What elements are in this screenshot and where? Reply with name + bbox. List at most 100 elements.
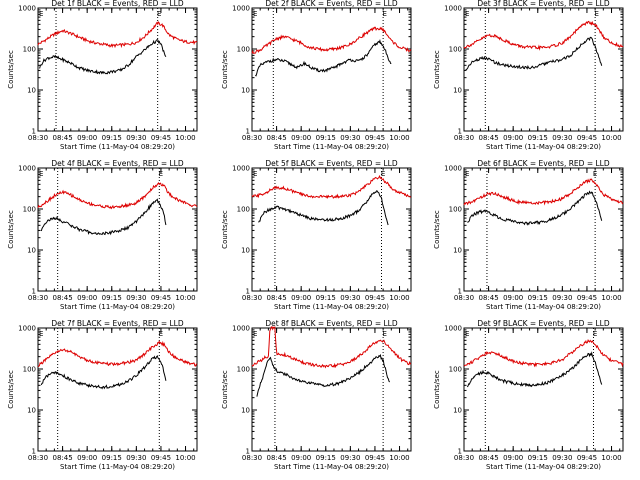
y-tick-label: 10	[241, 247, 250, 255]
y-tick-label: 1	[458, 128, 462, 136]
x-tick-label: 08:45	[478, 454, 498, 462]
y-tick-label: 100	[23, 366, 36, 374]
x-tick-label: 08:30	[454, 134, 474, 142]
event-marker: E	[159, 170, 163, 178]
plot-frame	[37, 327, 198, 452]
y-tick-label: 10	[241, 87, 250, 95]
y-tick-label: 1	[246, 448, 250, 456]
x-tick-label: 10:00	[175, 454, 195, 462]
chart-title: Det 7f BLACK = Events, RED = LLD	[51, 319, 184, 328]
x-axis-label: Start Time (11-May-04 08:29:20)	[274, 303, 389, 311]
chart-panel-7: Det 7f BLACK = Events, RED = LLD 1 10 100 10…	[7, 319, 198, 471]
x-tick-label: 08:30	[242, 294, 262, 302]
x-tick-label: 09:00	[503, 454, 523, 462]
event-marker: E	[593, 170, 597, 178]
x-tick-label: 09:15	[316, 134, 336, 142]
y-tick-label: 1	[458, 448, 462, 456]
x-tick-label: 08:30	[242, 454, 262, 462]
chart-title: Det 5f BLACK = Events, RED = LLD	[265, 159, 398, 168]
chart-panel-9: Det 9f BLACK = Events, RED = LLD 1 10 100 10…	[433, 319, 624, 471]
series-lld-line	[463, 339, 624, 368]
event-marker: E	[253, 330, 257, 338]
y-tick-label: 100	[449, 206, 462, 214]
series-events-line	[254, 39, 392, 77]
x-tick-label: 09:30	[552, 134, 572, 142]
chart-title: Det 6f BLACK = Events, RED = LLD	[477, 159, 610, 168]
x-tick-label: 10:00	[601, 454, 621, 462]
x-tick-label: 09:15	[528, 454, 548, 462]
x-tick-label: 09:00	[291, 454, 311, 462]
x-tick-label: 09:00	[503, 294, 523, 302]
x-tick-label: 09:15	[102, 294, 122, 302]
series-events-line	[465, 36, 603, 71]
chart-panel-3: Det 3f BLACK = Events, RED = LLD 1 10 100 10…	[433, 0, 624, 151]
series-events-line	[256, 353, 391, 397]
series-events-line	[466, 351, 603, 388]
x-tick-label: 08:30	[454, 454, 474, 462]
chart-panel-2: Det 2f BLACK = Events, RED = LLD 1 10 100 10…	[221, 0, 412, 151]
x-tick-label: 08:45	[52, 454, 72, 462]
x-tick-label: 09:30	[126, 294, 146, 302]
x-tick-label: 09:00	[291, 294, 311, 302]
event-marker: E	[465, 330, 469, 338]
event-marker: E	[157, 10, 161, 18]
chart-panel-1: Det 1f BLACK = Events, RED = LLD 1 10 100 10…	[7, 0, 198, 151]
x-tick-label: 09:45	[365, 454, 385, 462]
event-marker: E	[253, 10, 257, 18]
x-tick-label: 09:30	[552, 294, 572, 302]
x-tick-label: 09:15	[528, 134, 548, 142]
y-tick-label: 1	[246, 288, 250, 296]
x-tick-label: 08:45	[266, 134, 286, 142]
y-axis-label: Counts/sec	[7, 370, 15, 409]
y-tick-label: 1000	[18, 325, 36, 333]
y-tick-label: 100	[449, 46, 462, 54]
y-tick-label: 1000	[18, 5, 36, 13]
x-tick-label: 09:45	[577, 134, 597, 142]
y-tick-label: 10	[27, 247, 36, 255]
x-tick-label: 08:30	[28, 294, 48, 302]
series-lld-line	[463, 20, 624, 51]
plot-frame	[251, 327, 412, 452]
plot-frame	[251, 167, 412, 292]
y-tick-label: 100	[237, 206, 250, 214]
y-tick-label: 1	[32, 128, 36, 136]
event-marker: E	[159, 330, 163, 338]
event-marker: E	[382, 10, 386, 18]
x-tick-label: 08:30	[28, 454, 48, 462]
x-tick-label: 09:15	[316, 454, 336, 462]
x-tick-label: 08:45	[52, 294, 72, 302]
plot-frame	[251, 7, 412, 132]
x-tick-label: 09:00	[77, 134, 97, 142]
series-lld-line	[251, 26, 412, 55]
series-events-line	[39, 38, 167, 75]
x-tick-label: 10:00	[601, 134, 621, 142]
chart-panel-5: Det 5f BLACK = Events, RED = LLD 1 10 100 10…	[221, 159, 412, 311]
x-tick-label: 09:45	[151, 134, 171, 142]
plot-frame	[37, 167, 198, 292]
x-tick-label: 09:15	[102, 134, 122, 142]
x-axis-label: Start Time (11-May-04 08:29:20)	[60, 143, 175, 151]
y-tick-label: 1000	[444, 325, 462, 333]
event-marker: E	[39, 330, 43, 338]
chart-title: Det 3f BLACK = Events, RED = LLD	[477, 0, 610, 8]
x-tick-label: 09:00	[77, 454, 97, 462]
y-tick-label: 10	[27, 407, 36, 415]
x-tick-label: 09:30	[552, 454, 572, 462]
y-tick-label: 1	[458, 288, 462, 296]
chart-panel-4: Det 4f BLACK = Events, RED = LLD 1 10 100 10…	[7, 159, 198, 311]
series-events-line	[467, 190, 603, 226]
x-axis-label: Start Time (11-May-04 08:29:20)	[274, 463, 389, 471]
x-tick-label: 09:30	[340, 294, 360, 302]
x-tick-label: 08:45	[478, 294, 498, 302]
event-marker: E	[39, 170, 43, 178]
event-marker: E	[39, 10, 43, 18]
x-tick-label: 09:45	[365, 134, 385, 142]
x-tick-label: 09:30	[126, 134, 146, 142]
x-tick-label: 09:00	[291, 134, 311, 142]
x-tick-label: 08:30	[242, 134, 262, 142]
x-tick-label: 09:45	[151, 294, 171, 302]
chart-title: Det 1f BLACK = Events, RED = LLD	[51, 0, 184, 8]
y-tick-label: 10	[453, 407, 462, 415]
plot-frame	[463, 167, 624, 292]
